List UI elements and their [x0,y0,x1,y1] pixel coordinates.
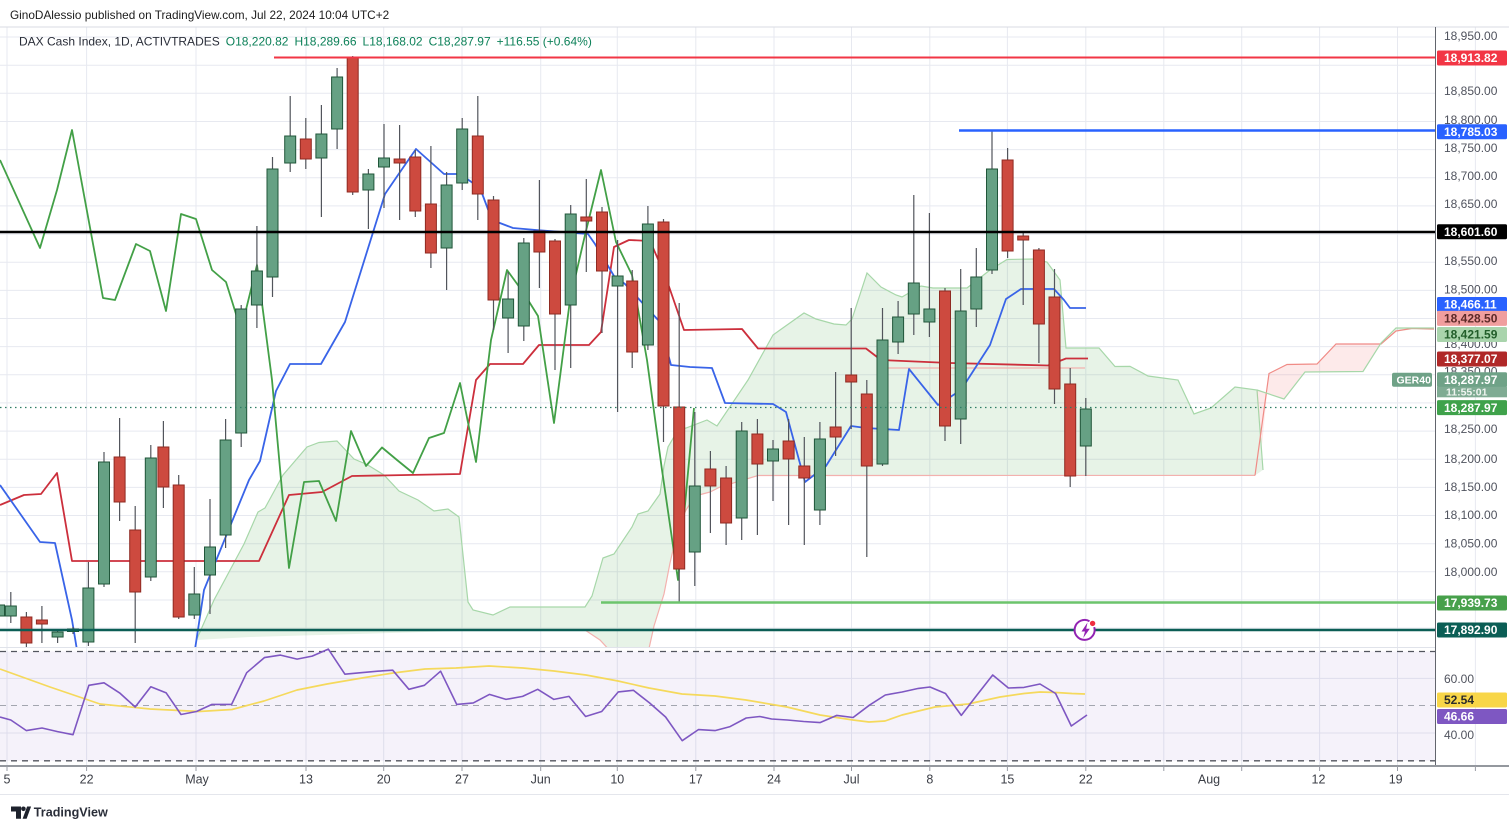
svg-text:22: 22 [80,773,94,787]
svg-text:Aug: Aug [1198,773,1220,787]
svg-text:18,850.00: 18,850.00 [1444,84,1498,98]
svg-text:18,650.00: 18,650.00 [1444,197,1498,211]
svg-text:18,421.59: 18,421.59 [1444,328,1498,342]
svg-text:Jun: Jun [531,773,551,787]
svg-text:18,550.00: 18,550.00 [1444,254,1498,268]
svg-text:40.00: 40.00 [1444,728,1474,742]
svg-text:13: 13 [299,773,313,787]
svg-text:GER40: GER40 [1397,375,1432,387]
svg-text:5: 5 [4,773,11,787]
svg-text:Jul: Jul [844,773,860,787]
svg-text:12: 12 [1312,773,1326,787]
svg-text:DAX Cash Index, 1D, ACTIVTRADE: DAX Cash Index, 1D, ACTIVTRADES O18,220.… [19,35,592,49]
svg-text:18,601.60: 18,601.60 [1444,225,1498,239]
svg-text:18,466.11: 18,466.11 [1444,298,1497,312]
svg-text:8: 8 [926,773,933,787]
svg-text:18,100.00: 18,100.00 [1444,508,1498,522]
svg-text:19: 19 [1389,773,1403,787]
svg-text:18,750.00: 18,750.00 [1444,141,1498,155]
svg-text:52.54: 52.54 [1444,693,1474,707]
svg-text:24: 24 [767,773,781,787]
svg-text:18,000.00: 18,000.00 [1444,565,1498,579]
svg-text:18,913.82: 18,913.82 [1444,51,1498,65]
svg-text:18,250.00: 18,250.00 [1444,422,1498,436]
svg-text:May: May [185,773,209,787]
svg-text:18,377.07: 18,377.07 [1444,352,1498,366]
svg-text:18,050.00: 18,050.00 [1444,537,1498,551]
svg-text:22: 22 [1079,773,1093,787]
svg-text:18,800.00: 18,800.00 [1444,113,1498,127]
svg-text:18,200.00: 18,200.00 [1444,452,1498,466]
svg-text:18,428.50: 18,428.50 [1444,312,1498,326]
svg-text:20: 20 [377,773,391,787]
svg-text:18,500.00: 18,500.00 [1444,283,1498,297]
svg-text:17: 17 [689,773,703,787]
svg-text:60.00: 60.00 [1444,672,1474,686]
svg-text:18,150.00: 18,150.00 [1444,480,1498,494]
svg-text:11:55:01: 11:55:01 [1446,387,1488,399]
svg-text:TradingView: TradingView [34,806,108,820]
svg-text:18,287.97: 18,287.97 [1444,373,1498,387]
svg-text:46.66: 46.66 [1444,710,1474,724]
svg-text:27: 27 [455,773,469,787]
svg-text:17,892.90: 17,892.90 [1444,623,1498,637]
svg-text:17,939.73: 17,939.73 [1444,596,1498,610]
svg-text:15: 15 [1000,773,1014,787]
svg-text:18,700.00: 18,700.00 [1444,169,1498,183]
svg-text:GinoDAlessio published on Trad: GinoDAlessio published on TradingView.co… [10,8,389,22]
svg-text:18,950.00: 18,950.00 [1444,29,1498,43]
svg-text:18,785.03: 18,785.03 [1444,125,1498,139]
svg-text:18,287.97: 18,287.97 [1444,401,1498,415]
svg-text:10: 10 [610,773,624,787]
